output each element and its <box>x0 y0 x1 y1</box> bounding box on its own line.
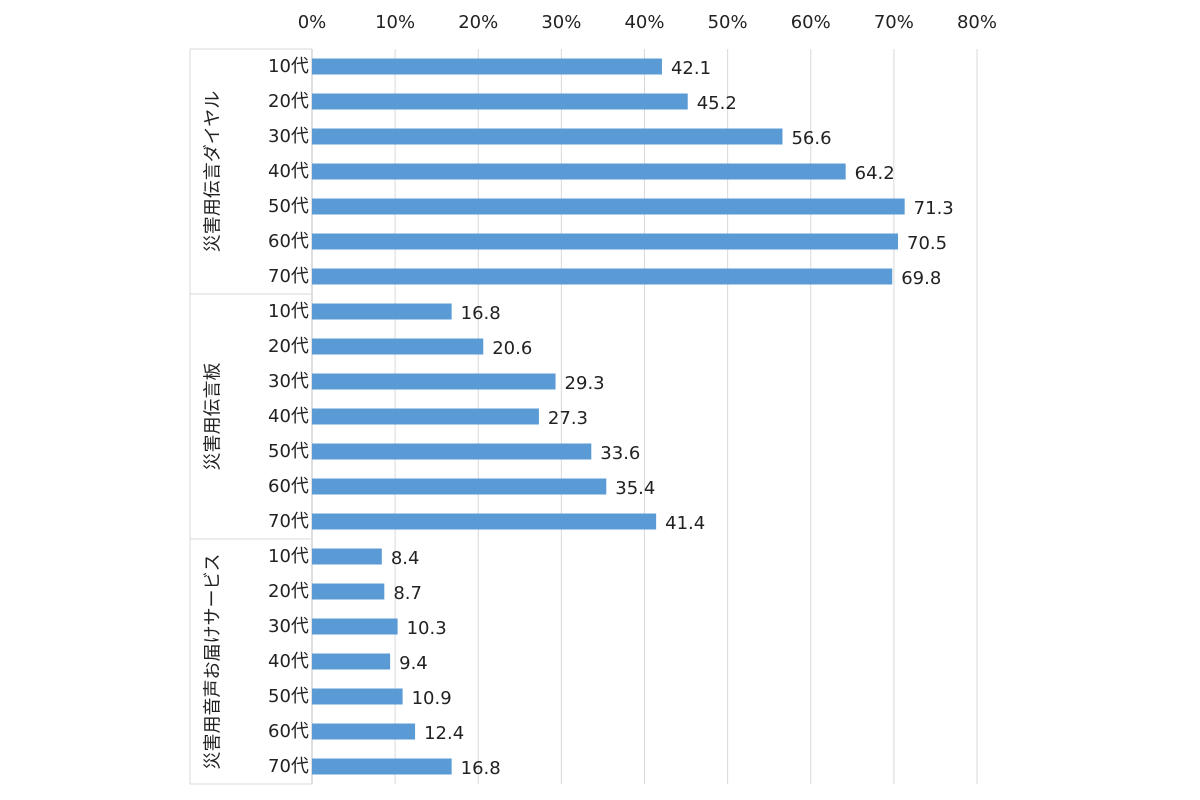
bar <box>312 303 452 320</box>
x-tick-label: 10% <box>375 12 415 33</box>
x-tick-label: 0% <box>298 12 327 33</box>
category-label: 20代 <box>268 336 309 357</box>
bar <box>312 128 783 145</box>
data-label: 16.8 <box>461 303 501 324</box>
x-tick-label: 70% <box>874 12 914 33</box>
data-label: 9.4 <box>399 653 428 674</box>
data-label: 10.9 <box>412 688 452 709</box>
bar <box>312 478 607 495</box>
category-label: 60代 <box>268 476 309 497</box>
bar <box>312 583 385 600</box>
category-label: 10代 <box>268 301 309 322</box>
data-label: 8.7 <box>393 583 422 604</box>
data-label: 69.8 <box>901 268 941 289</box>
x-tick-label: 80% <box>957 12 997 33</box>
category-label: 70代 <box>268 756 309 777</box>
category-label: 20代 <box>268 581 309 602</box>
bar <box>312 513 657 530</box>
bar <box>312 443 592 460</box>
bar <box>312 58 662 75</box>
data-label: 27.3 <box>548 408 588 429</box>
x-tick-label: 20% <box>458 12 498 33</box>
bar <box>312 618 398 635</box>
data-label: 33.6 <box>600 443 640 464</box>
bar <box>312 233 899 250</box>
group-label: 災害用音声お届けサービス <box>203 554 224 770</box>
bar <box>312 338 484 355</box>
category-label: 70代 <box>268 511 309 532</box>
data-label: 12.4 <box>424 723 464 744</box>
category-label: 30代 <box>268 126 309 147</box>
data-label: 8.4 <box>391 548 420 569</box>
category-label: 20代 <box>268 91 309 112</box>
category-label: 40代 <box>268 161 309 182</box>
bar <box>312 408 539 425</box>
data-label: 56.6 <box>791 128 831 149</box>
x-tick-label: 60% <box>791 12 831 33</box>
data-label: 20.6 <box>492 338 532 359</box>
group-label: 災害用伝言ダイヤル <box>203 91 224 252</box>
category-label: 40代 <box>268 651 309 672</box>
bar <box>312 373 556 390</box>
data-label: 64.2 <box>855 163 895 184</box>
bar <box>312 93 688 110</box>
category-label: 60代 <box>268 231 309 252</box>
x-tick-label: 30% <box>541 12 581 33</box>
data-label: 41.4 <box>665 513 705 534</box>
bar <box>312 268 893 285</box>
bar <box>312 198 905 215</box>
x-tick-label: 50% <box>708 12 748 33</box>
data-label: 42.1 <box>671 58 711 79</box>
data-label: 45.2 <box>697 93 737 114</box>
category-label: 60代 <box>268 721 309 742</box>
category-label: 50代 <box>268 441 309 462</box>
category-label: 30代 <box>268 371 309 392</box>
data-label: 70.5 <box>907 233 947 254</box>
category-label: 10代 <box>268 56 309 77</box>
category-label: 30代 <box>268 616 309 637</box>
data-label: 29.3 <box>565 373 605 394</box>
data-label: 35.4 <box>615 478 655 499</box>
bar <box>312 758 452 775</box>
group-label: 災害用伝言板 <box>203 363 224 471</box>
data-label: 71.3 <box>914 198 954 219</box>
x-tick-label: 40% <box>624 12 664 33</box>
bar <box>312 548 382 565</box>
category-label: 10代 <box>268 546 309 567</box>
bar <box>312 163 846 180</box>
category-label: 70代 <box>268 266 309 287</box>
bar <box>312 723 416 740</box>
category-label: 40代 <box>268 406 309 427</box>
data-label: 16.8 <box>461 758 501 779</box>
data-label: 10.3 <box>407 618 447 639</box>
category-label: 50代 <box>268 686 309 707</box>
category-label: 50代 <box>268 196 309 217</box>
bar <box>312 653 391 670</box>
bar <box>312 688 403 705</box>
